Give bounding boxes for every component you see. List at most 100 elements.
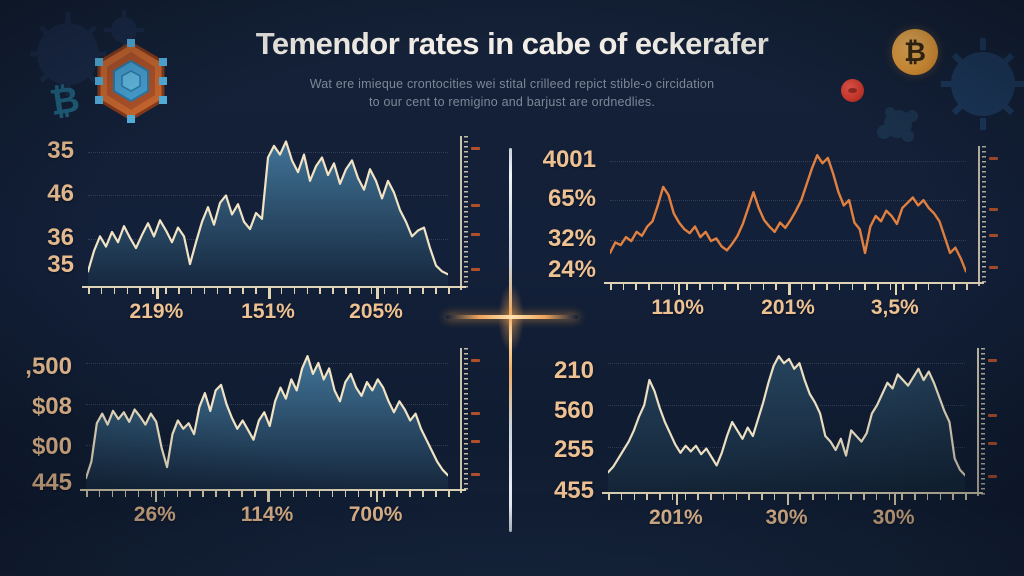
- x-axis-minor-tick: [422, 491, 424, 497]
- x-axis-minor-tick: [215, 491, 217, 497]
- x-axis-minor-tick: [242, 288, 244, 294]
- x-axis-minor-tick: [737, 284, 739, 290]
- x-axis-minor-tick: [383, 288, 386, 294]
- x-axis-minor-tick: [646, 494, 648, 500]
- x-tick-label: 110%: [651, 296, 704, 319]
- right-axis-ticks: [464, 136, 468, 290]
- x-axis-minor-tick: [952, 494, 954, 500]
- right-axis: [460, 136, 470, 290]
- x-axis-minor-tick: [383, 491, 385, 497]
- y-tick-label: ,500: [25, 353, 72, 380]
- x-axis-minor-tick: [305, 491, 308, 497]
- right-axis-mark: [471, 440, 480, 443]
- x-axis-minor-tick: [306, 288, 309, 294]
- right-axis: [460, 348, 470, 493]
- x-axis-minor-tick: [332, 288, 334, 294]
- right-axis-mark: [988, 359, 997, 362]
- x-axis-minor-tick: [915, 284, 917, 290]
- right-axis-ticks: [981, 348, 985, 496]
- x-axis-minor-tick: [608, 494, 610, 500]
- x-axis-minor-tick: [409, 288, 411, 294]
- x-axis-minor-tick: [939, 494, 941, 500]
- y-tick-label: 65%: [547, 185, 596, 212]
- x-axis-minor-tick: [889, 284, 892, 290]
- x-axis-minor-tick: [150, 491, 153, 497]
- x-axis-minor-tick: [100, 288, 103, 294]
- x-axis-minor-tick: [812, 494, 814, 500]
- x-axis-major-tick: [788, 284, 791, 295]
- x-axis-minor-tick: [724, 284, 726, 290]
- x-axis-minor-tick: [927, 284, 930, 290]
- x-axis-minor-tick: [178, 288, 180, 294]
- x-axis-minor-tick: [850, 494, 852, 500]
- area-series: [86, 352, 448, 489]
- y-tick-label: 210: [553, 357, 594, 384]
- x-axis-minor-tick: [228, 491, 230, 497]
- x-axis-minor-tick: [111, 491, 114, 497]
- x-axis-minor-tick: [124, 491, 127, 497]
- x-tick-label: 219%: [129, 300, 184, 323]
- x-axis-minor-tick: [635, 284, 637, 290]
- cross-divider-horizontal: [446, 315, 578, 319]
- x-axis-minor-tick: [761, 494, 763, 500]
- x-axis-minor-tick: [190, 288, 193, 294]
- x-axis-minor-tick: [824, 494, 827, 500]
- x-axis-minor-tick: [813, 284, 815, 290]
- x-tick-label: 3,5%: [870, 296, 919, 319]
- right-axis-mark: [471, 359, 480, 362]
- x-axis-minor-tick: [241, 491, 243, 497]
- bottom-haze: [0, 506, 1024, 576]
- x-axis-minor-tick: [926, 494, 929, 500]
- y-tick-label: 32%: [547, 225, 596, 252]
- x-axis-minor-tick: [875, 494, 878, 500]
- right-axis-mark: [471, 473, 480, 476]
- x-axis-minor-tick: [409, 491, 411, 497]
- y-tick-label: 24%: [547, 256, 596, 283]
- x-axis-minor-tick: [86, 491, 88, 497]
- x-axis-minor-tick: [710, 494, 712, 500]
- x-axis-minor-tick: [622, 284, 625, 290]
- x-axis-major-tick: [893, 494, 897, 505]
- page-subtitle-line1: Wat ere imieque crontocities wei stital …: [309, 77, 715, 91]
- x-axis-minor-tick: [722, 494, 725, 500]
- y-tick-label: 455: [553, 477, 594, 504]
- y-tick-label: 46: [47, 180, 74, 207]
- x-axis-minor-tick: [686, 284, 688, 290]
- x-axis-minor-tick: [139, 288, 141, 294]
- x-axis-minor-tick: [280, 288, 283, 294]
- x-axis-minor-tick: [699, 284, 701, 290]
- chart-bottom-left: ,500$08$0044526%114%700%: [25, 348, 480, 526]
- x-axis-minor-tick: [748, 494, 750, 500]
- x-axis-major-tick: [894, 284, 898, 295]
- y-tick-label: 35: [47, 251, 74, 278]
- x-axis-minor-tick: [735, 494, 737, 500]
- x-axis-minor-tick: [697, 494, 699, 500]
- x-axis-minor-tick: [331, 491, 334, 497]
- x-axis-minor-tick: [610, 284, 612, 290]
- x-axis-minor-tick: [749, 284, 752, 290]
- right-axis-mark: [471, 204, 480, 207]
- x-axis-minor-tick: [358, 288, 360, 294]
- right-axis-mark: [989, 157, 998, 160]
- x-axis-minor-tick: [773, 494, 776, 500]
- x-axis-minor-tick: [877, 284, 879, 290]
- x-axis-minor-tick: [98, 491, 101, 497]
- right-axis-mark: [989, 234, 998, 237]
- x-tick-label: 201%: [761, 296, 815, 319]
- x-axis-minor-tick: [202, 491, 204, 497]
- right-axis-mark: [471, 412, 480, 415]
- x-axis-minor-tick: [953, 284, 955, 290]
- right-axis-mark: [471, 147, 480, 150]
- x-axis-minor-tick: [216, 288, 219, 294]
- x-axis-minor-tick: [851, 284, 854, 290]
- x-axis-minor-tick: [826, 284, 828, 290]
- chart-bottom-right: 210560255455201%30%30%: [554, 348, 997, 529]
- x-axis-major-tick: [675, 494, 679, 505]
- x-axis-minor-tick: [422, 288, 424, 294]
- y-tick-label: $00: [31, 433, 72, 460]
- right-axis-mark: [989, 266, 998, 269]
- x-axis-minor-tick: [435, 288, 437, 294]
- x-axis-minor-tick: [396, 288, 399, 294]
- x-axis-minor-tick: [940, 284, 943, 290]
